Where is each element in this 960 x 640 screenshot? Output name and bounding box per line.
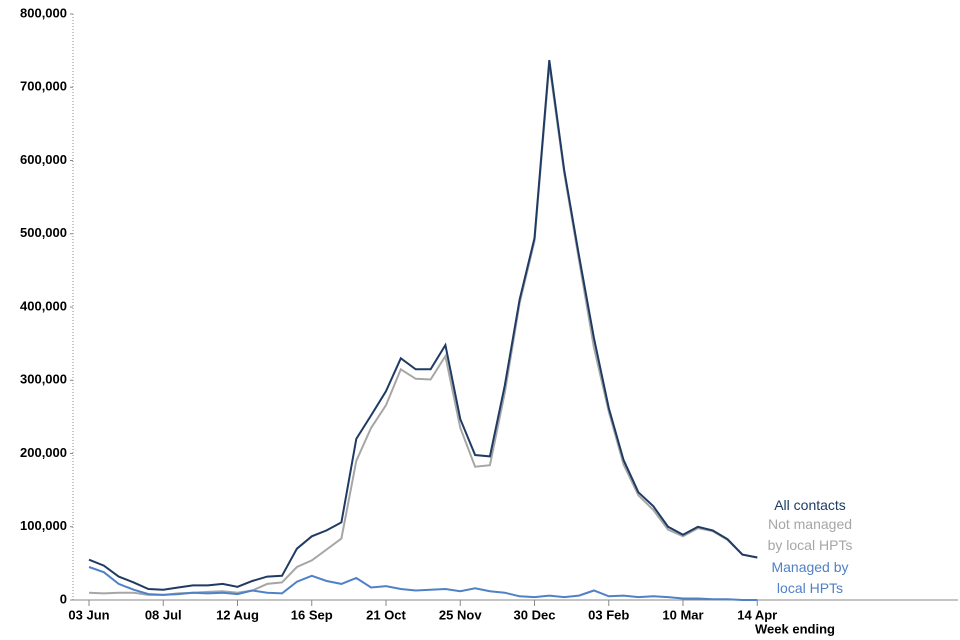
x-tick-label: 03 Feb (588, 607, 629, 622)
x-tick-label: 08 Jul (145, 607, 182, 622)
series-line (88, 64, 758, 596)
y-tick-label: 300,000 (20, 372, 67, 387)
x-tick-label: 03 Jun (68, 607, 109, 622)
x-tick-label: 14 Apr (737, 607, 777, 622)
x-tick-label: 12 Aug (216, 607, 259, 622)
y-tick-label: 800,000 (20, 5, 67, 20)
y-tick-label: 400,000 (20, 298, 67, 313)
x-tick-label: 30 Dec (514, 607, 556, 622)
x-tick-label: 10 Mar (662, 607, 703, 622)
x-axis-label: Week ending (755, 621, 835, 636)
y-tick-label: 200,000 (20, 445, 67, 460)
y-tick-label: 0 (60, 591, 67, 606)
y-tick-label: 100,000 (20, 518, 67, 533)
y-tick-label: 500,000 (20, 225, 67, 240)
legend-entry: All contacts (774, 497, 846, 513)
series-line (88, 566, 758, 601)
y-tick-label: 600,000 (20, 152, 67, 167)
x-tick-label: 25 Nov (439, 607, 482, 622)
series-line (88, 59, 758, 591)
x-tick-label: 21 Oct (366, 607, 406, 622)
y-tick-label: 700,000 (20, 79, 67, 94)
legend-entry: Managed by local HPTs (771, 559, 849, 596)
legend-entry: Not managed by local HPTs (767, 516, 853, 553)
x-tick-label: 16 Sep (291, 607, 333, 622)
